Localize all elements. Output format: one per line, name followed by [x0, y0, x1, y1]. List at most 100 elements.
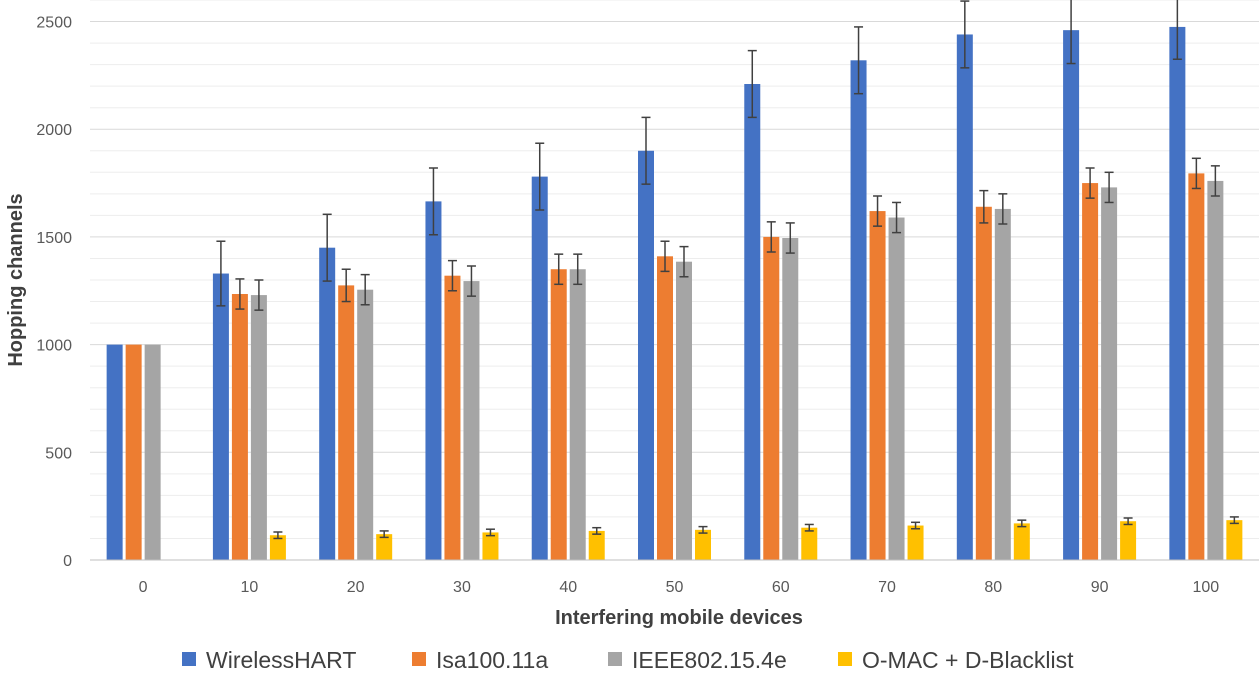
error-bar: [254, 279, 264, 311]
bar: [994, 208, 1011, 560]
error-bar: [447, 259, 457, 292]
bar: [695, 529, 711, 560]
legend-item: Isa100.11a: [412, 647, 548, 673]
bar: [1188, 173, 1205, 560]
bar: [376, 534, 393, 560]
bar: [744, 84, 761, 560]
legend-item: O-MAC + D-Blacklist: [838, 647, 1074, 673]
x-tick-label: 50: [666, 579, 684, 596]
legend-swatch: [182, 652, 196, 666]
y-tick-label: 2000: [36, 122, 72, 139]
error-bar: [273, 531, 283, 540]
bar: [125, 344, 142, 560]
error-bar: [1017, 519, 1027, 528]
error-bar: [1104, 171, 1114, 204]
error-bar: [892, 201, 902, 234]
legend-swatch: [838, 652, 852, 666]
y-tick-label: 0: [63, 553, 72, 570]
legend-swatch: [608, 652, 622, 666]
bar: [569, 269, 586, 560]
x-tick-label: 80: [984, 579, 1002, 596]
legend-swatch: [412, 652, 426, 666]
error-bar: [660, 240, 670, 273]
bar: [801, 527, 818, 560]
error-bar: [998, 193, 1008, 225]
bar: [531, 176, 548, 560]
bar: [1013, 523, 1030, 560]
bar: [212, 273, 229, 560]
bars: [106, 26, 1243, 561]
bar: [338, 285, 355, 560]
error-bar: [1191, 157, 1201, 190]
bar: [1063, 30, 1080, 560]
legend-label: O-MAC + D-Blacklist: [862, 647, 1074, 673]
bar: [550, 269, 567, 560]
bar: [975, 206, 992, 560]
bar: [1082, 183, 1099, 561]
error-bar: [592, 526, 602, 535]
y-axis-title: Hopping channels: [5, 193, 27, 366]
x-tick-label: 20: [347, 579, 365, 596]
bar: [907, 525, 924, 560]
error-bar: [573, 253, 583, 286]
error-bars: [216, 0, 1239, 540]
bar: [638, 150, 654, 560]
error-bar: [698, 525, 708, 534]
error-bar: [535, 142, 545, 211]
error-bar: [911, 521, 921, 530]
bar: [676, 261, 692, 560]
y-tick-label: 2500: [36, 15, 72, 32]
x-tick-label: 10: [241, 579, 259, 596]
bar: [1169, 26, 1186, 560]
bar: [782, 238, 799, 560]
error-bar: [341, 268, 351, 303]
bar: [463, 281, 480, 560]
error-bar: [322, 213, 332, 282]
bar: [357, 289, 374, 560]
bar: [1226, 520, 1243, 560]
bar: [425, 201, 442, 560]
legend-label: IEEE802.15.4e: [632, 647, 787, 673]
error-bar: [554, 253, 564, 286]
bar: [250, 295, 267, 560]
error-bar: [428, 167, 438, 236]
bar: [231, 294, 248, 560]
bar: [144, 344, 161, 560]
error-bar: [1172, 0, 1182, 60]
y-tick-label: 1000: [36, 338, 72, 355]
error-bar: [360, 273, 370, 306]
error-bar: [466, 265, 476, 297]
legend-label: Isa100.11a: [436, 647, 548, 673]
error-bar: [960, 0, 970, 69]
y-tick-label: 1500: [36, 230, 72, 247]
error-bar: [216, 240, 226, 307]
error-bar: [235, 278, 245, 310]
bar: [888, 217, 905, 561]
bar: [1120, 521, 1137, 560]
bar: [763, 236, 780, 560]
error-bar: [485, 528, 495, 537]
error-bar: [785, 222, 795, 254]
bar: [869, 211, 886, 561]
x-tick-label: 100: [1193, 579, 1220, 596]
error-bar: [854, 26, 864, 95]
bar: [588, 530, 605, 560]
legend-label: WirelessHART: [206, 647, 356, 673]
bar: [657, 256, 673, 560]
legend-item: IEEE802.15.4e: [608, 647, 787, 673]
error-bar: [979, 189, 989, 224]
y-tick-label: 500: [45, 445, 72, 462]
error-bar: [1066, 0, 1076, 65]
axes: 0 500 1000 1500 2000 2500 0 10 20 30 40 50 60 70 80 90 1…: [36, 15, 1259, 596]
error-bar: [1123, 517, 1133, 526]
bar: [1101, 187, 1118, 560]
error-bar: [804, 523, 814, 532]
bar: [269, 535, 286, 560]
legend-item: WirelessHART: [182, 647, 356, 673]
bar: [106, 344, 123, 560]
bar: [956, 34, 973, 560]
x-tick-label: 60: [772, 579, 790, 596]
x-tick-label: 0: [139, 579, 148, 596]
